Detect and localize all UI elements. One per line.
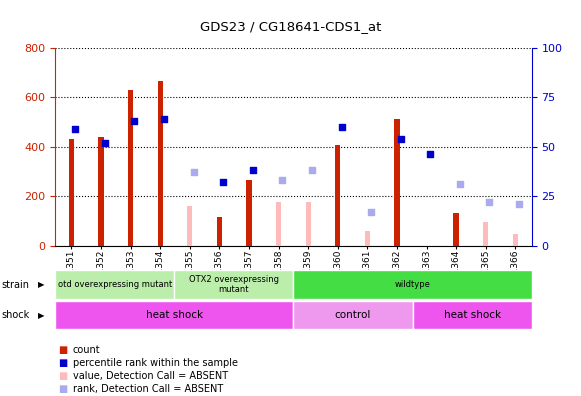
Bar	[454, 213, 459, 246]
Bar	[55, 270, 174, 299]
Text: OTX2 overexpressing
mutant: OTX2 overexpressing mutant	[189, 275, 279, 294]
Bar	[483, 222, 489, 246]
Text: strain: strain	[1, 280, 29, 290]
Bar	[306, 202, 311, 246]
Point	[514, 201, 523, 207]
Text: heat shock: heat shock	[146, 310, 203, 320]
Bar	[512, 234, 518, 246]
Text: ■: ■	[58, 345, 67, 355]
Bar	[55, 301, 293, 329]
Bar	[128, 89, 133, 246]
Bar	[365, 230, 370, 246]
Text: value, Detection Call = ABSENT: value, Detection Call = ABSENT	[73, 371, 228, 381]
Text: GDS23 / CG18641-CDS1_at: GDS23 / CG18641-CDS1_at	[200, 20, 381, 33]
Text: ■: ■	[58, 371, 67, 381]
Point	[218, 179, 228, 185]
Text: ▶: ▶	[38, 280, 44, 289]
Bar	[293, 270, 532, 299]
Point	[367, 209, 376, 215]
Bar	[174, 270, 293, 299]
Text: rank, Detection Call = ABSENT: rank, Detection Call = ABSENT	[73, 384, 223, 394]
Bar	[246, 180, 252, 246]
Text: ■: ■	[58, 384, 67, 394]
Text: percentile rank within the sample: percentile rank within the sample	[73, 358, 238, 368]
Bar	[217, 217, 222, 246]
Bar	[157, 81, 163, 246]
Bar	[276, 202, 281, 246]
Bar	[69, 139, 74, 246]
Point	[426, 151, 435, 158]
Bar	[98, 137, 104, 246]
Point	[100, 139, 109, 146]
Point	[485, 199, 494, 205]
Bar	[187, 206, 192, 246]
Bar	[394, 119, 400, 246]
Text: otd overexpressing mutant: otd overexpressing mutant	[58, 280, 172, 289]
Point	[70, 126, 80, 132]
Point	[159, 116, 168, 122]
Point	[337, 124, 346, 130]
Point	[130, 118, 139, 124]
Text: count: count	[73, 345, 101, 355]
Point	[456, 181, 465, 187]
Text: shock: shock	[1, 310, 30, 320]
Text: wildtype: wildtype	[394, 280, 431, 289]
Bar	[293, 301, 413, 329]
Point	[278, 177, 287, 183]
Text: ▶: ▶	[38, 311, 44, 320]
Bar	[335, 145, 340, 246]
Point	[248, 167, 257, 173]
Text: heat shock: heat shock	[443, 310, 501, 320]
Text: ■: ■	[58, 358, 67, 368]
Bar	[413, 301, 532, 329]
Point	[307, 167, 317, 173]
Text: control: control	[335, 310, 371, 320]
Point	[189, 169, 198, 175]
Point	[396, 135, 406, 142]
